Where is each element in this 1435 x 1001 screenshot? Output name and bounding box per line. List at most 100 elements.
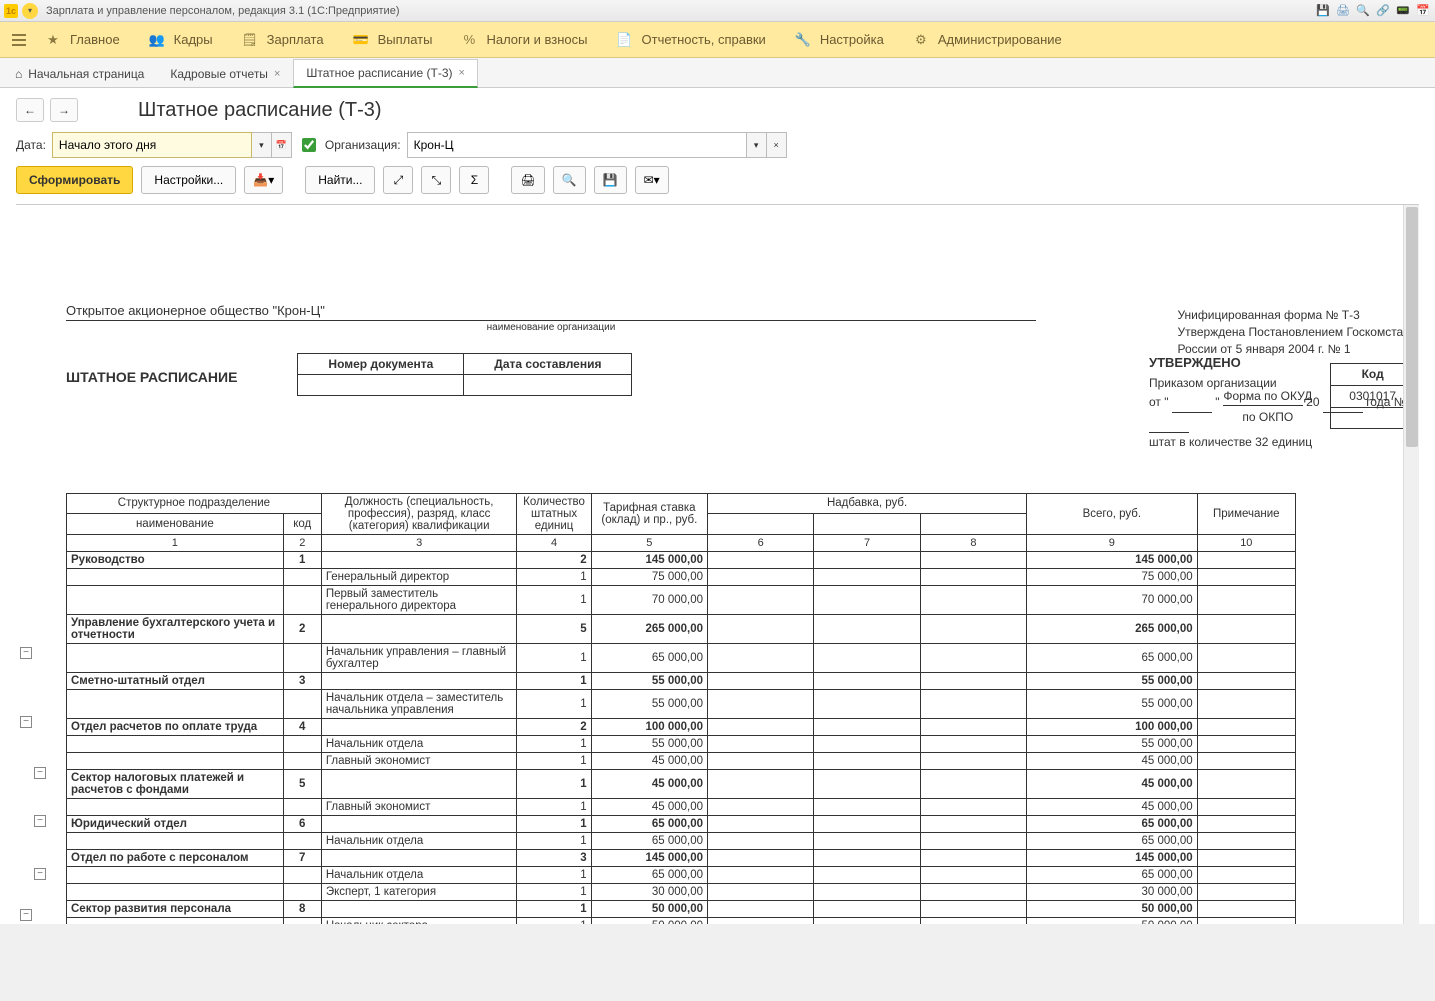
calc-icon: 🗒 (241, 31, 259, 49)
tree-collapse-button[interactable]: − (20, 716, 32, 728)
tab-reports-label: Кадровые отчеты (170, 67, 268, 81)
cell-note (1197, 614, 1295, 643)
approved-from: от " (1149, 395, 1169, 409)
code-header: Код (1331, 364, 1415, 386)
close-icon[interactable]: × (274, 68, 280, 80)
tab-reports[interactable]: Кадровые отчеты × (157, 60, 293, 87)
cell-dept-name (67, 585, 284, 614)
close-icon[interactable]: × (459, 67, 465, 79)
link-icon[interactable]: 🔗 (1375, 3, 1391, 19)
scrollbar-thumb[interactable] (1406, 207, 1418, 447)
cell-total: 75 000,00 (1027, 568, 1198, 585)
cell-dept-name (67, 752, 284, 769)
cell-dept-code (283, 585, 321, 614)
cell-position: Главный экономист (321, 798, 517, 815)
dept-name: Отдел расчетов по оплате труда (67, 718, 284, 735)
nav-back-button[interactable]: ← (16, 98, 44, 122)
cell-units: 1 (517, 917, 591, 924)
date-input[interactable] (52, 132, 252, 158)
org-caption: наименование организации (66, 322, 1036, 333)
page-title: Штатное расписание (Т-3) (138, 99, 382, 122)
date-calendar-button[interactable]: 📅 (272, 132, 292, 158)
cell-units: 1 (517, 815, 591, 832)
tab-t3[interactable]: Штатное расписание (Т-3) × (293, 59, 478, 88)
settings-button[interactable]: Настройки... (141, 166, 236, 194)
tree-collapse-button[interactable]: − (34, 815, 46, 827)
menu-otchetnost[interactable]: 📄Отчетность, справки (602, 25, 780, 55)
dept-code: 4 (283, 718, 321, 735)
save-icon[interactable]: 💾 (1315, 3, 1331, 19)
cell-units: 1 (517, 643, 591, 672)
form-button[interactable]: Сформировать (16, 166, 133, 194)
menu-admin[interactable]: ⚙Администрирование (898, 25, 1076, 55)
nav-forward-button[interactable]: → (50, 98, 78, 122)
cell-dept-code (283, 917, 321, 924)
calc-icon[interactable]: 📟 (1395, 3, 1411, 19)
cell-total: 50 000,00 (1027, 900, 1198, 917)
expand-groups-button[interactable]: ⤢ (383, 166, 413, 194)
collapse-groups-button[interactable]: ⤡ (421, 166, 451, 194)
cell-dept-name (67, 798, 284, 815)
position-row: Эксперт, 1 категория130 000,0030 000,00 (67, 883, 1296, 900)
cell-bonus3 (920, 643, 1026, 672)
save-button[interactable]: 💾 (594, 166, 627, 194)
col-number: 1 (67, 534, 284, 551)
tree-collapse-button[interactable]: − (20, 647, 32, 659)
dept-name: Сметно-штатный отдел (67, 672, 284, 689)
hdr-note: Примечание (1197, 493, 1295, 534)
menu-vyplaty[interactable]: 💳Выплаты (338, 25, 447, 55)
cell-bonus1 (708, 815, 814, 832)
vertical-scrollbar[interactable] (1403, 205, 1419, 924)
cell-total: 70 000,00 (1027, 585, 1198, 614)
cell-bonus1 (708, 672, 814, 689)
find-button[interactable]: Найти... (305, 166, 375, 194)
org-checkbox[interactable] (302, 138, 316, 152)
cell-position (321, 551, 517, 568)
hamburger-icon[interactable] (8, 28, 30, 52)
cell-note (1197, 815, 1295, 832)
app-menu-dropdown[interactable]: ▾ (22, 3, 38, 19)
cell-units: 1 (517, 752, 591, 769)
menu-nastroika[interactable]: 🔧Настройка (780, 25, 898, 55)
menu-vyplaty-label: Выплаты (378, 32, 433, 47)
preview-button[interactable]: 🔍 (553, 166, 586, 194)
cell-rate: 70 000,00 (591, 585, 707, 614)
cell-bonus2 (814, 752, 920, 769)
sum-button[interactable]: Σ (459, 166, 489, 194)
tree-collapse-button[interactable]: − (34, 868, 46, 880)
cell-note (1197, 551, 1295, 568)
org-input[interactable] (407, 132, 747, 158)
cell-bonus3 (920, 883, 1026, 900)
menu-nalogi[interactable]: %Налоги и взносы (446, 25, 601, 55)
docnum-header: Номер документа (298, 354, 464, 375)
col-number: 4 (517, 534, 591, 551)
tab-home[interactable]: ⌂ Начальная страница (8, 60, 157, 87)
dept-code: 6 (283, 815, 321, 832)
org-dropdown-button[interactable]: ▾ (747, 132, 767, 158)
print-icon[interactable]: 🖨 (1335, 3, 1351, 19)
org-clear-button[interactable]: × (767, 132, 787, 158)
search-icon[interactable]: 🔍 (1355, 3, 1371, 19)
menu-zarplata[interactable]: 🗒Зарплата (227, 25, 338, 55)
cell-bonus2 (814, 689, 920, 718)
load-settings-button[interactable]: 📥▾ (244, 166, 283, 194)
cell-units: 5 (517, 614, 591, 643)
mail-button[interactable]: ✉▾ (635, 166, 669, 194)
print-button[interactable]: 🖨 (511, 166, 544, 194)
dept-row: Сметно-штатный отдел3155 000,0055 000,00 (67, 672, 1296, 689)
calendar-icon[interactable]: 📅 (1415, 3, 1431, 19)
hdr-rate: Тарифная ставка (оклад) и пр., руб. (591, 493, 707, 534)
menu-kadry[interactable]: 👥Кадры (134, 25, 227, 55)
cell-rate: 55 000,00 (591, 672, 707, 689)
cell-note (1197, 866, 1295, 883)
tree-collapse-button[interactable]: − (34, 767, 46, 779)
menu-admin-label: Администрирование (938, 32, 1062, 47)
tree-collapse-button[interactable]: − (20, 909, 32, 921)
cell-position (321, 815, 517, 832)
cell-total: 55 000,00 (1027, 672, 1198, 689)
cell-dept-name (67, 568, 284, 585)
cell-rate: 55 000,00 (591, 689, 707, 718)
menu-main[interactable]: ★Главное (30, 25, 134, 55)
cell-bonus2 (814, 900, 920, 917)
date-dropdown-button[interactable]: ▾ (252, 132, 272, 158)
